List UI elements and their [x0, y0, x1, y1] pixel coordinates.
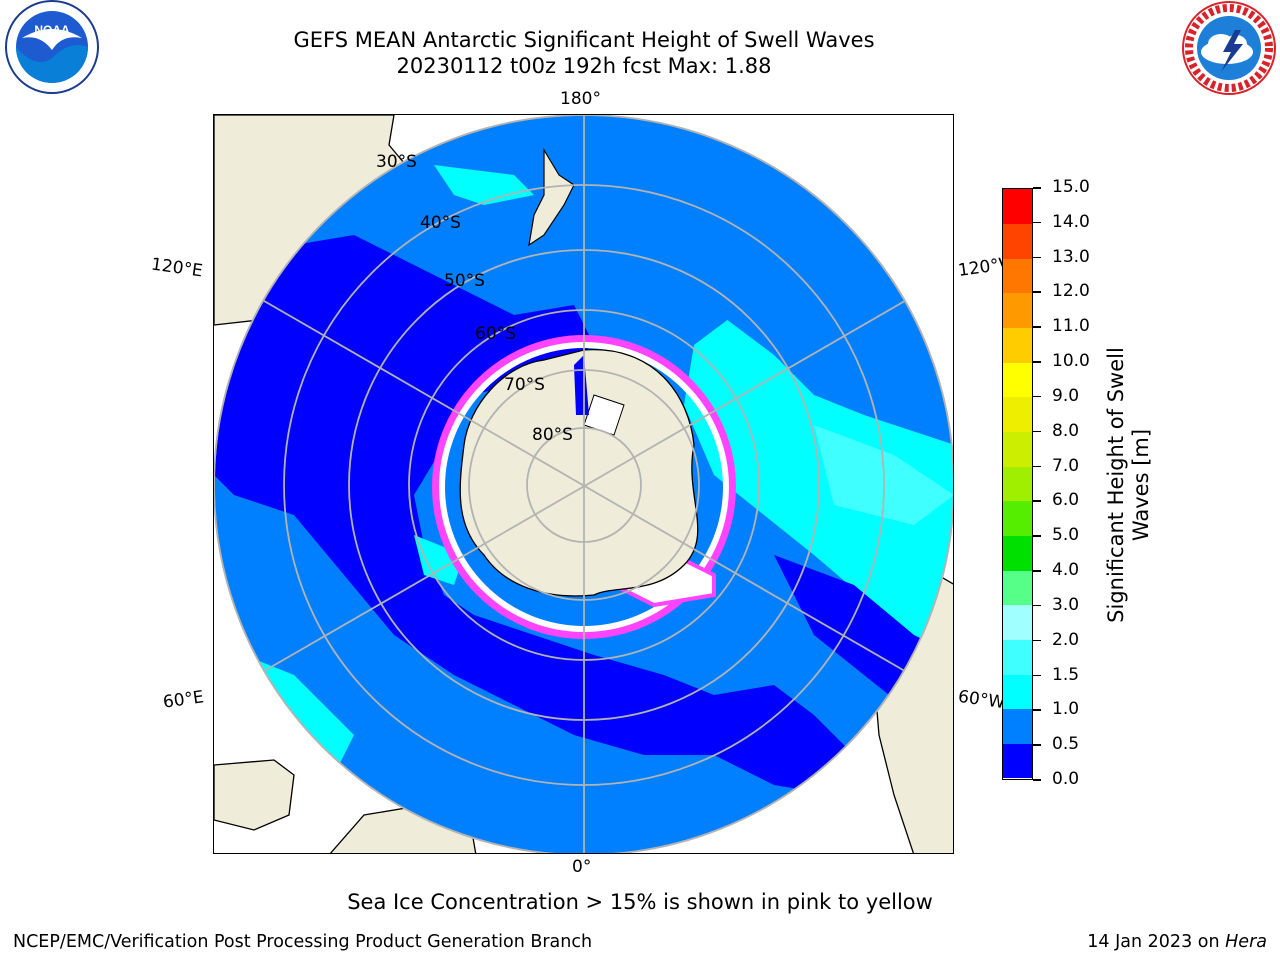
footer-date: 14 Jan 2023 on Hera: [1087, 932, 1267, 952]
sea-ice-note: Sea Ice Concentration > 15% is shown in …: [347, 890, 933, 914]
colorbar-tick: [1033, 500, 1041, 502]
lat-label-40s: 40°S: [420, 213, 461, 233]
antarctica-land: [459, 349, 699, 597]
colorbar-segment: [1003, 535, 1032, 571]
colorbar-segment: [1003, 570, 1032, 606]
colorbar-tick: [1033, 604, 1041, 607]
noaa-logo: NOAA: [0, 0, 104, 100]
colorbar-tick: [1033, 779, 1041, 781]
colorbar-tick-label: 2.0: [1052, 629, 1080, 650]
polar-map-canvas: [214, 115, 953, 853]
colorbar-tick: [1033, 639, 1041, 642]
colorbar-tick-label: 0.0: [1052, 769, 1080, 789]
lon-label-60w: 60°W: [956, 686, 1007, 714]
lon-label-0: 0°: [572, 857, 592, 877]
colorbar-segment: [1003, 223, 1032, 259]
colorbar-segment: [1003, 431, 1032, 467]
colorbar-segment: [1003, 604, 1032, 640]
colorbar-tick-label: 9.0: [1052, 385, 1080, 406]
colorbar-tick-label: 13.0: [1052, 246, 1090, 267]
colorbar-tick: [1033, 361, 1041, 363]
southern-ocean-low-swell: [214, 235, 854, 795]
colorbar-tick-label: 11.0: [1052, 316, 1090, 337]
colorbar-tick-label: 6.0: [1052, 490, 1080, 511]
lon-label-60e: 60°E: [161, 687, 206, 713]
footer-branch: NCEP/EMC/Verification Post Processing Pr…: [13, 932, 593, 952]
colorbar-segment: [1003, 500, 1032, 536]
lat-label-80s: 80°S: [532, 425, 573, 445]
colorbar-tick-label: 1.0: [1052, 699, 1080, 720]
colorbar-segment: [1003, 674, 1032, 710]
colorbar-tick: [1033, 256, 1041, 259]
new-zealand-land: [528, 147, 575, 247]
colorbar-title: Significant Height of Swell Waves [m]: [1104, 315, 1154, 655]
colorbar-tick: [1033, 221, 1041, 224]
colorbar-segment: [1003, 743, 1032, 779]
map-title: GEFS MEAN Antarctic Significant Height o…: [293, 28, 875, 52]
nws-logo: [1177, 0, 1280, 100]
madagascar-land: [214, 759, 295, 831]
colorbar-tick: [1033, 465, 1041, 468]
colorbar-segment: [1003, 189, 1032, 225]
footer-date-text: 14 Jan 2023 on: [1087, 932, 1226, 952]
colorbar-tick-label: 12.0: [1052, 281, 1090, 302]
lon-label-180: 180°: [560, 89, 601, 109]
colorbar-tick-label: 7.0: [1052, 455, 1080, 476]
lat-label-50s: 50°S: [444, 271, 485, 291]
colorbar-segment: [1003, 639, 1032, 675]
colorbar-tick-label: 5.0: [1052, 525, 1080, 546]
colorbar-tick-label: 8.0: [1052, 420, 1080, 441]
polar-map: [213, 114, 954, 854]
colorbar-tick: [1033, 570, 1041, 572]
colorbar-title-line2: Waves [m]: [1129, 428, 1153, 542]
colorbar-segment: [1003, 396, 1032, 433]
colorbar-tick-label: 1.5: [1052, 664, 1080, 685]
colorbar-segment: [1003, 362, 1032, 398]
colorbar-segment: [1003, 258, 1032, 294]
map-subtitle: 20230112 t00z 192h fcst Max: 1.88: [396, 54, 772, 78]
colorbar-tick: [1033, 395, 1041, 398]
colorbar: [1002, 188, 1033, 780]
noaa-logo-text: NOAA: [34, 23, 70, 37]
colorbar-tick-label: 3.0: [1052, 594, 1080, 615]
lat-label-60s: 60°S: [475, 324, 516, 344]
lon-label-120e: 120°E: [149, 254, 204, 282]
colorbar-tick-label: 0.5: [1052, 734, 1080, 755]
colorbar-tick: [1033, 535, 1041, 537]
lat-label-70s: 70°S: [504, 375, 545, 395]
colorbar-tick: [1033, 291, 1041, 293]
colorbar-segment: [1003, 708, 1032, 744]
colorbar-tick-label: 4.0: [1052, 560, 1080, 581]
colorbar-tick: [1033, 187, 1041, 189]
colorbar-tick: [1033, 674, 1041, 677]
colorbar-segment: [1003, 466, 1032, 502]
lat-label-30s: 30°S: [376, 152, 417, 172]
colorbar-segment: [1003, 327, 1032, 363]
colorbar-tick: [1033, 709, 1041, 711]
colorbar-tick-label: 14.0: [1052, 211, 1090, 232]
colorbar-tick: [1033, 744, 1041, 746]
colorbar-segment: [1003, 292, 1032, 329]
colorbar-tick: [1033, 430, 1041, 433]
colorbar-tick: [1033, 326, 1041, 328]
colorbar-title-line1: Significant Height of Swell: [1104, 347, 1128, 623]
footer-host: Hera: [1225, 932, 1267, 952]
colorbar-tick-label: 10.0: [1052, 351, 1090, 372]
colorbar-tick-label: 15.0: [1052, 177, 1090, 197]
